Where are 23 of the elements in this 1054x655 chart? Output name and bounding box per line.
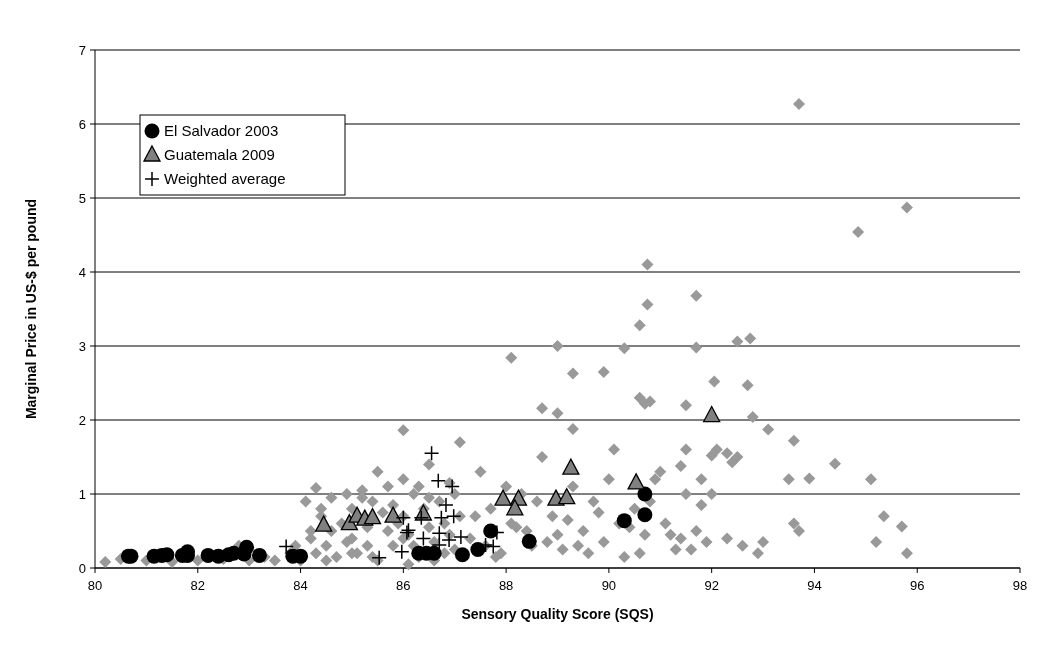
y-tick-label: 0 bbox=[78, 560, 86, 576]
y-tick-label: 1 bbox=[78, 486, 86, 502]
y-tick-label: 5 bbox=[78, 190, 86, 206]
x-tick-label: 98 bbox=[1012, 578, 1028, 593]
x-tick-label: 82 bbox=[190, 578, 206, 593]
x-axis-title: Sensory Quality Score (SQS) bbox=[461, 606, 654, 622]
x-tick-label: 86 bbox=[396, 578, 411, 593]
y-tick-label: 4 bbox=[78, 264, 86, 280]
y-axis-title: Marginal Price in US-$ per pound bbox=[23, 198, 39, 420]
x-tick-label: 96 bbox=[909, 578, 925, 593]
y-tick-label: 3 bbox=[78, 338, 86, 354]
x-tick-label: 88 bbox=[498, 578, 514, 593]
legend-label: El Salvador 2003 bbox=[164, 122, 279, 140]
legend-label: Guatemala 2009 bbox=[164, 146, 275, 164]
y-tick-label: 7 bbox=[78, 42, 86, 58]
x-tick-label: 94 bbox=[807, 578, 822, 593]
legend-label: Weighted average bbox=[164, 170, 286, 188]
x-tick-label: 92 bbox=[704, 578, 719, 593]
y-tick-label: 6 bbox=[78, 116, 86, 132]
x-tick-label: 84 bbox=[293, 578, 308, 593]
y-tick-label: 2 bbox=[78, 412, 86, 428]
x-tick-label: 80 bbox=[87, 578, 103, 593]
x-tick-label: 90 bbox=[601, 578, 617, 593]
